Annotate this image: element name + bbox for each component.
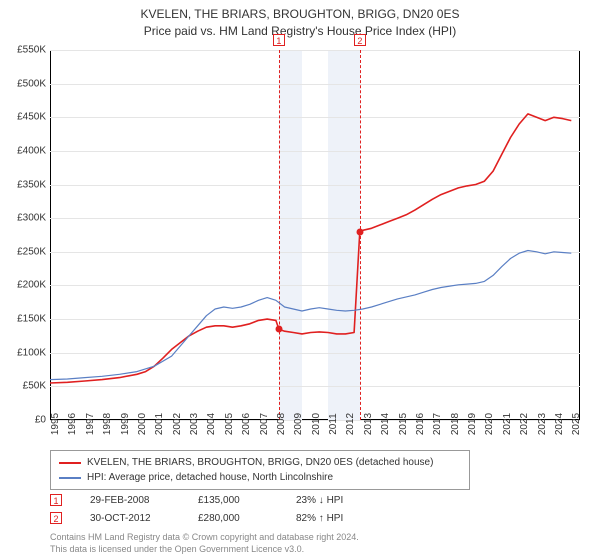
sale-price-1: £135,000	[198, 495, 268, 506]
chart-container: KVELEN, THE BRIARS, BROUGHTON, BRIGG, DN…	[0, 0, 600, 560]
legend-swatch-2	[59, 477, 81, 479]
sale-marker-1: 1	[50, 494, 62, 506]
sale-date-1: 29-FEB-2008	[90, 495, 170, 506]
legend-label-1: KVELEN, THE BRIARS, BROUGHTON, BRIGG, DN…	[87, 455, 433, 470]
title-block: KVELEN, THE BRIARS, BROUGHTON, BRIGG, DN…	[0, 0, 600, 40]
legend-row-1: KVELEN, THE BRIARS, BROUGHTON, BRIGG, DN…	[59, 455, 461, 470]
chart-plot-area: 12 £0£50K£100K£150K£200K£250K£300K£350K£…	[50, 50, 580, 420]
legend-row-2: HPI: Average price, detached house, Nort…	[59, 470, 461, 485]
sale-diff-1: 23% ↓ HPI	[296, 495, 343, 506]
footer-line-2: This data is licensed under the Open Gov…	[50, 544, 304, 556]
sale-diff-2: 82% ↑ HPI	[296, 513, 343, 524]
legend-label-2: HPI: Average price, detached house, Nort…	[87, 470, 333, 485]
legend-swatch-1	[59, 462, 81, 464]
legend: KVELEN, THE BRIARS, BROUGHTON, BRIGG, DN…	[50, 450, 470, 490]
title-line-2: Price paid vs. HM Land Registry's House …	[0, 23, 600, 40]
sale-date-2: 30-OCT-2012	[90, 513, 170, 524]
sale-row-1: 1 29-FEB-2008 £135,000 23% ↓ HPI	[50, 494, 343, 506]
footer-line-1: Contains HM Land Registry data © Crown c…	[50, 532, 359, 544]
title-line-1: KVELEN, THE BRIARS, BROUGHTON, BRIGG, DN…	[0, 6, 600, 23]
sale-marker-2: 2	[50, 512, 62, 524]
line-series-svg	[50, 50, 580, 420]
sale-price-2: £280,000	[198, 513, 268, 524]
sale-row-2: 2 30-OCT-2012 £280,000 82% ↑ HPI	[50, 512, 343, 524]
